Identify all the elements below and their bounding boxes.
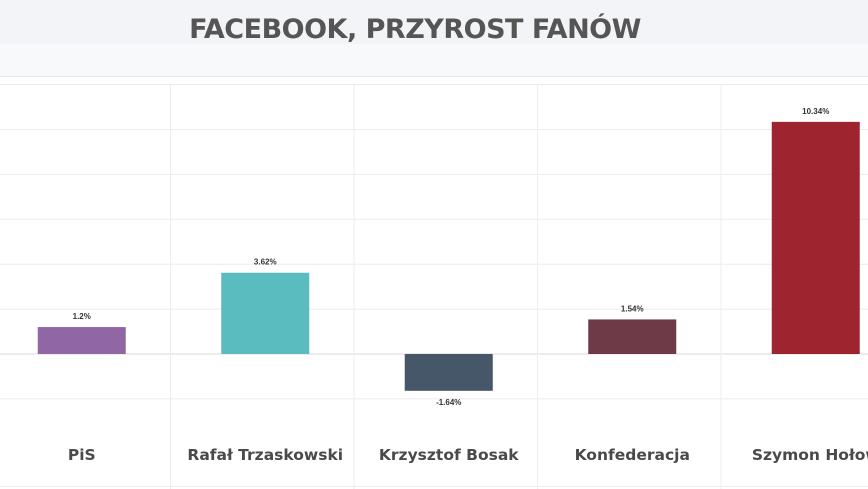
bottom-divider (0, 486, 868, 487)
category-label: Rafał Trzaskowski (187, 446, 343, 464)
chart-grid (0, 84, 868, 489)
bar (588, 319, 677, 354)
title-band (0, 0, 868, 44)
chart-category-labels: PiS Rafał Trzaskowski Krzysztof Bosak Konfe… (68, 446, 868, 464)
data-label: 1.54% (621, 304, 644, 313)
data-label: 10.34% (802, 107, 829, 116)
bar (221, 272, 310, 354)
data-label: 3.62% (254, 258, 277, 267)
data-label: -1.64% (436, 398, 461, 407)
category-label: Szymon Hołow (752, 446, 868, 464)
chart-bars (37, 121, 860, 391)
toolbar-band (0, 44, 868, 77)
bar (771, 121, 860, 354)
data-label: 1.2% (73, 312, 91, 321)
chart-title: FACEBOOK, PRZYROST FANÓW (189, 14, 641, 45)
category-label: Konfederacja (575, 446, 690, 464)
bar (404, 354, 493, 391)
bar (37, 327, 126, 354)
category-label: Krzysztof Bosak (379, 446, 519, 464)
category-label: PiS (68, 446, 96, 464)
chart-data-labels: 1.2% 3.62% -1.64% 1.54% 10.34% (73, 107, 830, 407)
